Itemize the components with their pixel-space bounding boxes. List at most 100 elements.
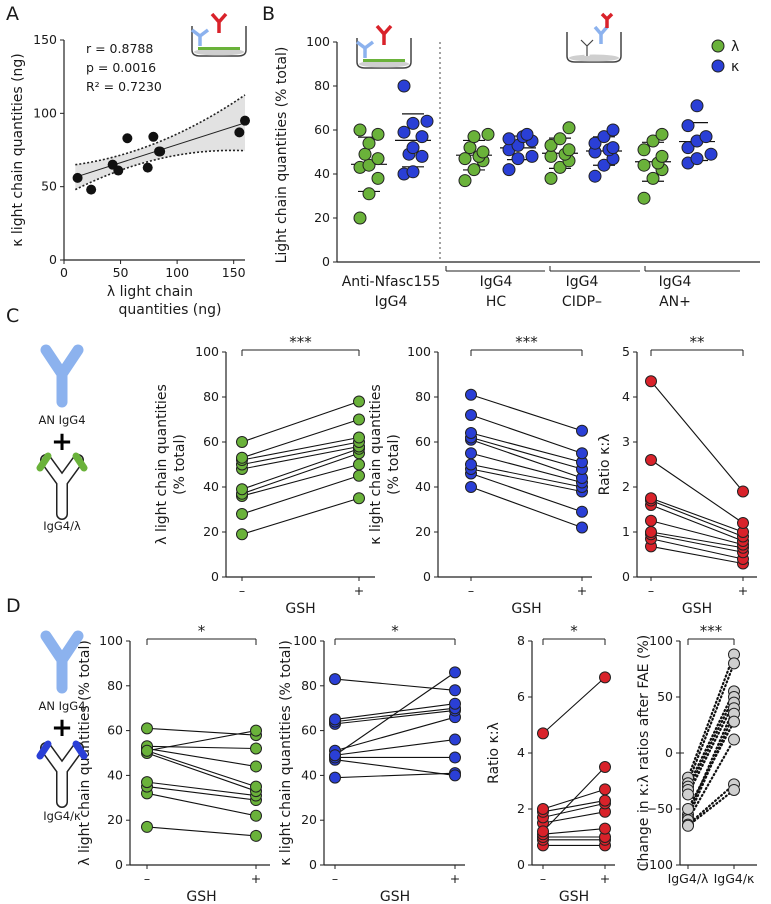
y-tick-label: 40: [415, 479, 431, 494]
after-point: [449, 751, 461, 764]
before-point: [645, 454, 657, 466]
y-axis-label: Ratio κ:λ: [597, 434, 613, 496]
pair-line: [241, 441, 360, 466]
panel-b-y-label: Light chain quantities (% total): [274, 47, 290, 264]
kappa-point: [415, 149, 429, 163]
pair-line: [334, 759, 456, 776]
legend-lambda-label: λ: [731, 39, 739, 55]
y-tick-label: −100: [639, 857, 673, 872]
before-point: [537, 825, 549, 838]
after-point: [250, 724, 262, 737]
kappa-point: [525, 149, 539, 163]
significance-label: **: [690, 333, 706, 351]
x-category-label: IgG4/κ: [714, 871, 755, 886]
panel-c-lambda: 0 20 40 60 80 100 – + GSH λ light chain quantitie…: [154, 333, 375, 617]
panel-b-scatter: 0 20 40 60 80 100 Anti-Nfasc155 IgG4 IgG4 HC IgG4…: [274, 12, 760, 310]
pair-line: [650, 459, 744, 524]
x-minus-label: –: [144, 871, 150, 886]
y-tick-label: 80: [301, 678, 317, 693]
lambda-point: [481, 127, 495, 141]
x-tick-label: 100: [165, 265, 189, 280]
x-minus-label: –: [540, 871, 546, 886]
legend-lambda-marker: [711, 39, 725, 53]
pair-line: [146, 745, 257, 750]
after-point: [576, 505, 588, 518]
y-tick-label: 20: [415, 524, 431, 539]
before-point: [465, 458, 477, 471]
before-point: [141, 722, 153, 735]
kappa-point: [597, 130, 611, 144]
pair-line: [686, 720, 736, 811]
well-antibody-icon: [355, 24, 412, 69]
data-point: [122, 133, 133, 144]
y-tick-label: −50: [647, 801, 673, 816]
pair-line: [470, 468, 583, 493]
y-tick-label: 6: [517, 689, 525, 704]
pair-line: [686, 783, 736, 826]
panel-a-ticks: 00 50 50 100 100 150 150: [33, 32, 246, 280]
lambda-point: [353, 123, 367, 137]
before-point: [645, 492, 657, 505]
before-point: [645, 526, 657, 538]
y-tick-label: 20: [203, 524, 219, 539]
after-point: [449, 666, 461, 679]
kappa-point: [588, 169, 602, 183]
y-tick-label: 0: [423, 569, 431, 584]
lambda-point: [458, 174, 472, 188]
after-point: [250, 829, 262, 842]
significance-label: ***: [515, 333, 538, 351]
after-point: [599, 783, 611, 796]
pair-line: [334, 707, 456, 723]
x-plus-label: +: [577, 583, 587, 598]
kappa-point: [597, 158, 611, 172]
after-point: [250, 742, 262, 755]
pair-line: [241, 448, 360, 490]
lambda-point: [646, 134, 660, 148]
lambda-point: [544, 149, 558, 163]
y-tick-label: 0: [211, 569, 219, 584]
before-point: [329, 749, 341, 762]
after-point: [353, 492, 365, 505]
kappa-point: [681, 119, 695, 133]
pair-line: [334, 716, 456, 752]
confidence-band-fill: [75, 94, 245, 190]
after-point: [576, 447, 588, 460]
group-label-line2: AN+: [659, 294, 691, 310]
before-point: [537, 727, 549, 740]
lambda-point: [637, 158, 651, 172]
plus-sign: +: [51, 427, 73, 457]
y-tick-label: 60: [301, 723, 317, 738]
y-tick-label: 5: [622, 344, 630, 359]
panel-label-d: D: [6, 595, 21, 617]
lambda-point: [553, 160, 567, 174]
panel-label-b: B: [262, 3, 275, 25]
y-axis-label-line2: (% total): [172, 434, 188, 495]
after-point: [250, 809, 262, 822]
y-tick-label: 150: [33, 32, 57, 47]
kappa-point: [520, 127, 534, 141]
y-tick-label: 0: [322, 254, 330, 269]
group-label-line2: HC: [486, 294, 507, 310]
kappa-point: [397, 79, 411, 93]
upper-ci-line: [75, 94, 246, 166]
pair-line: [470, 394, 583, 432]
y-axis-label: Ratio κ:λ: [486, 722, 502, 784]
after-point: [353, 458, 365, 471]
y-tick-label: 80: [314, 78, 330, 93]
x-plus-label: +: [738, 583, 748, 598]
cartoon-c: AN IgG4 + IgG4/λ: [36, 344, 88, 533]
before-point: [682, 819, 694, 832]
panel-b-group-labels: Anti-Nfasc155 IgG4 IgG4 HC IgG4 CIDP– IgG4 AN+: [342, 266, 740, 310]
pair-line: [241, 436, 360, 461]
after-point: [576, 521, 588, 534]
pair-line: [241, 400, 360, 443]
lambda-point: [458, 152, 472, 166]
igg4-lambda-antibody-icon: [36, 452, 88, 520]
y-tick-label: 0: [115, 857, 123, 872]
pair-line: [542, 676, 606, 734]
x-tick-label: 0: [60, 265, 68, 280]
kappa-point: [397, 125, 411, 139]
kappa-point: [502, 163, 516, 177]
kappa-point: [502, 132, 516, 146]
before-point: [465, 481, 477, 493]
